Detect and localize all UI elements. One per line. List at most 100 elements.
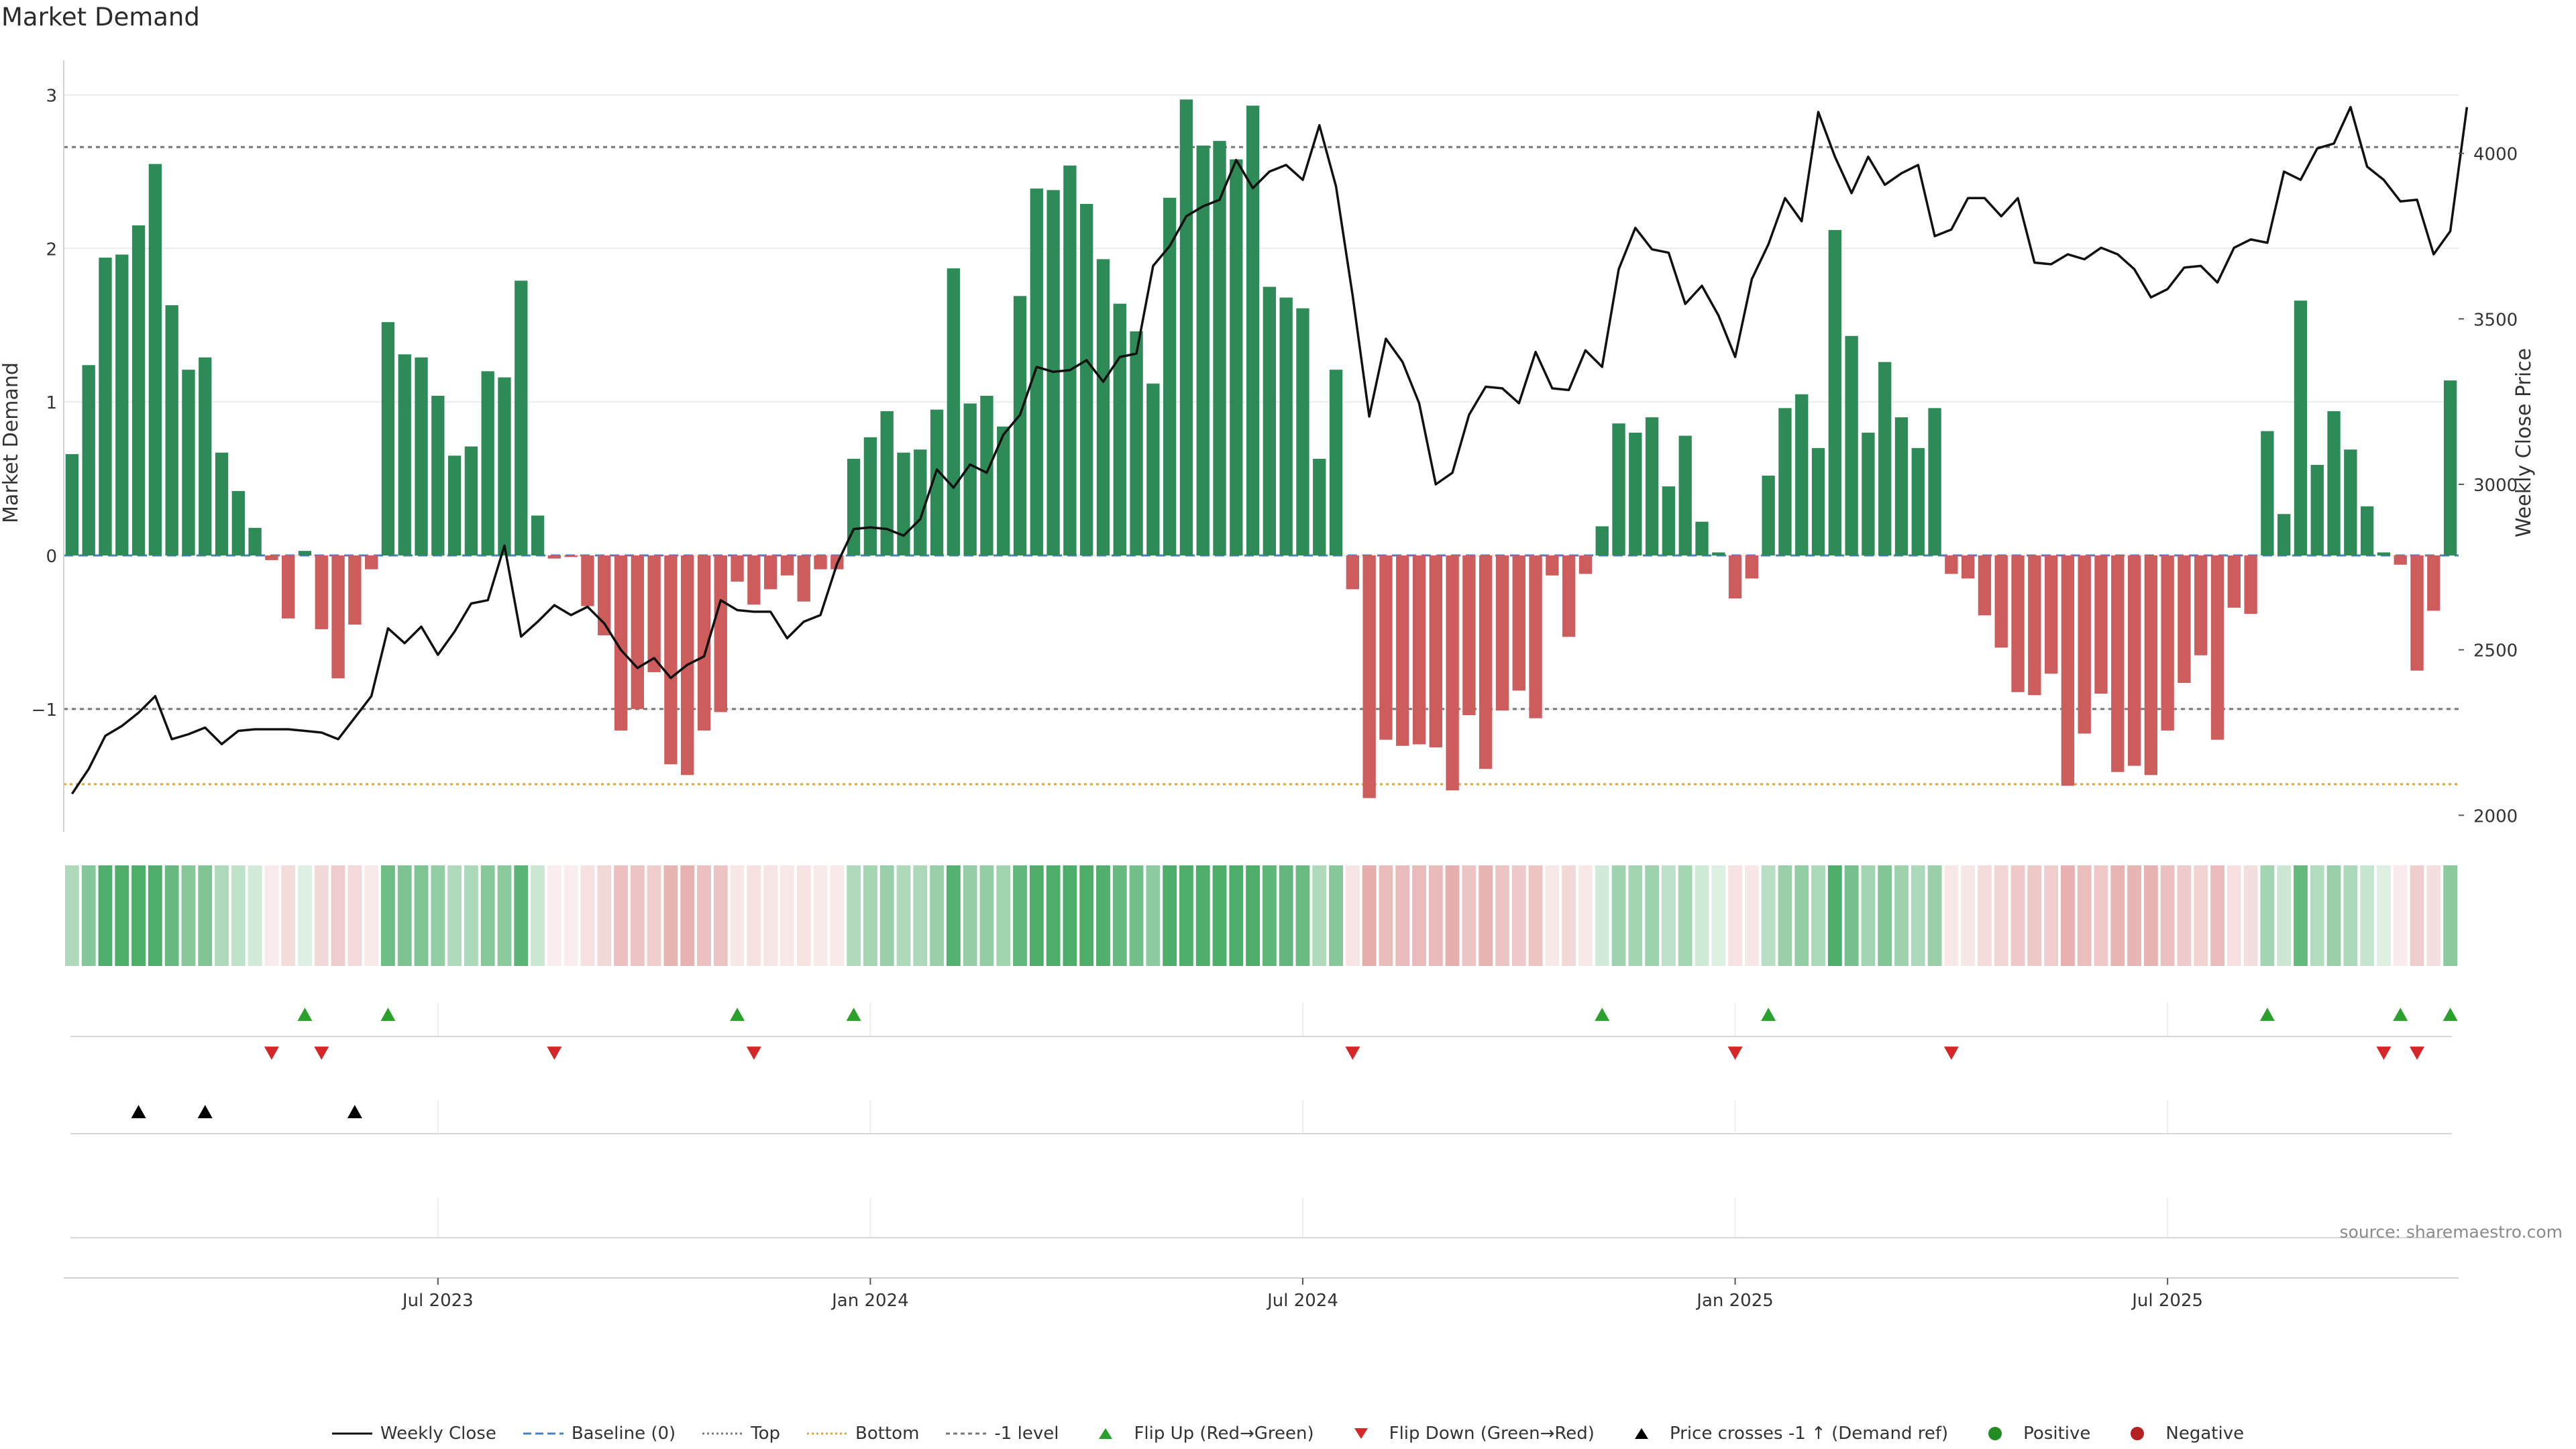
heat-cell [1611, 865, 1626, 966]
heat-cell [131, 865, 146, 966]
legend: Weekly Close Baseline (0) Top Bottom -1 leve… [0, 1424, 2576, 1444]
line-icon [331, 1432, 372, 1435]
demand-bar [265, 555, 278, 560]
heat-cell [314, 865, 329, 966]
heat-cell [2343, 865, 2358, 966]
heat-cell [1878, 865, 1892, 966]
heat-cell [1295, 865, 1310, 966]
flip-down-marker [1943, 1046, 1959, 1060]
demand-bar [1030, 189, 1043, 556]
demand-bar [980, 396, 994, 556]
legend-label: Baseline (0) [571, 1424, 676, 1444]
demand-bar [1612, 423, 1625, 556]
heat-cell [497, 865, 512, 966]
x-tick-label: Jan 2024 [830, 1291, 909, 1311]
heat-cell [930, 865, 944, 966]
heat-cell [1578, 865, 1593, 966]
heat-cell [896, 865, 911, 966]
heat-cell [1345, 865, 1360, 966]
heat-cell [1595, 865, 1609, 966]
demand-bar [2194, 555, 2208, 655]
y-tick-label: 1 [46, 393, 57, 413]
heat-cell [1711, 865, 1726, 966]
demand-bar [331, 555, 345, 679]
flip-down-marker [264, 1046, 279, 1060]
heat-cell [1146, 865, 1161, 966]
heat-cell [763, 865, 778, 966]
heat-cell [2060, 865, 2075, 966]
heat-cell [2177, 865, 2192, 966]
demand-bar [1446, 555, 1459, 791]
demand-bar [231, 490, 245, 556]
demand-bar [2394, 555, 2407, 565]
heat-cell [1362, 865, 1377, 966]
demand-bar [1945, 555, 1958, 574]
heat-cell [514, 865, 529, 966]
demand-bar [165, 305, 178, 556]
heat-cell [2294, 865, 2308, 966]
y2-tick-label: 2500 [2473, 641, 2518, 661]
flip-down-marker [1727, 1046, 1743, 1060]
heat-cell [1861, 865, 1876, 966]
legend-label: Flip Down (Green→Red) [1389, 1424, 1595, 1444]
heat-cell [647, 865, 661, 966]
heat-cell [813, 865, 828, 966]
heat-cell [181, 865, 196, 966]
heat-cell [1927, 865, 1942, 966]
demand-heat-strip [64, 865, 2458, 966]
demand-bar [2144, 555, 2158, 775]
demand-bar [1296, 308, 1309, 556]
demand-bar [447, 455, 462, 556]
heat-cell [1479, 865, 1493, 966]
demand-bar [1196, 145, 1210, 556]
demand-bar [1512, 555, 1525, 691]
demand-bar [2210, 555, 2224, 740]
heat-cell [364, 865, 379, 966]
legend-label: Negative [2165, 1424, 2245, 1444]
flip-up-marker [380, 1008, 396, 1021]
demand-bar [82, 365, 95, 556]
flip-up-marker [2259, 1008, 2275, 1021]
heat-cell [1628, 865, 1643, 966]
demand-bar [348, 555, 362, 625]
demand-bar [1146, 383, 1160, 556]
demand-bar [2377, 552, 2391, 556]
demand-bar [1645, 417, 1659, 556]
demand-bar [714, 555, 727, 712]
heat-cell [830, 865, 845, 966]
demand-bar [1529, 555, 1542, 718]
heat-cell [1994, 865, 2008, 966]
demand-bar [2161, 555, 2174, 731]
heat-cell [480, 865, 495, 966]
heat-cell [231, 865, 246, 966]
heat-cell [431, 865, 445, 966]
heat-cell [1495, 865, 1509, 966]
heat-cell [1329, 865, 1343, 966]
heat-cell [198, 865, 213, 966]
y2-tick-label: 3000 [2473, 476, 2518, 496]
legend-item: Flip Up (Red→Green) [1085, 1424, 1314, 1444]
heat-cell [996, 865, 1011, 966]
flip-down-marker [547, 1046, 562, 1060]
demand-bar [1263, 286, 1277, 556]
heat-cell [1911, 865, 1925, 966]
heat-cell [1096, 865, 1110, 966]
heat-cell [847, 865, 861, 966]
heat-cell [663, 865, 678, 966]
demand-bar [1978, 555, 1992, 616]
demand-bar [1878, 362, 1892, 556]
heat-cell [381, 865, 395, 966]
demand-bar [1063, 165, 1077, 556]
heat-cell [1728, 865, 1742, 966]
heat-cell [863, 865, 877, 966]
heat-cell [1063, 865, 1077, 966]
demand-bar [1080, 203, 1093, 556]
demand-bar [1479, 555, 1493, 769]
heat-cell [2010, 865, 2025, 966]
demand-bar [1396, 555, 1409, 746]
dot-orange-icon [807, 1432, 848, 1435]
tri-up-green-icon [1099, 1428, 1113, 1439]
demand-bar [731, 555, 744, 582]
demand-bar [2044, 555, 2058, 674]
demand-bar [1961, 555, 1975, 579]
